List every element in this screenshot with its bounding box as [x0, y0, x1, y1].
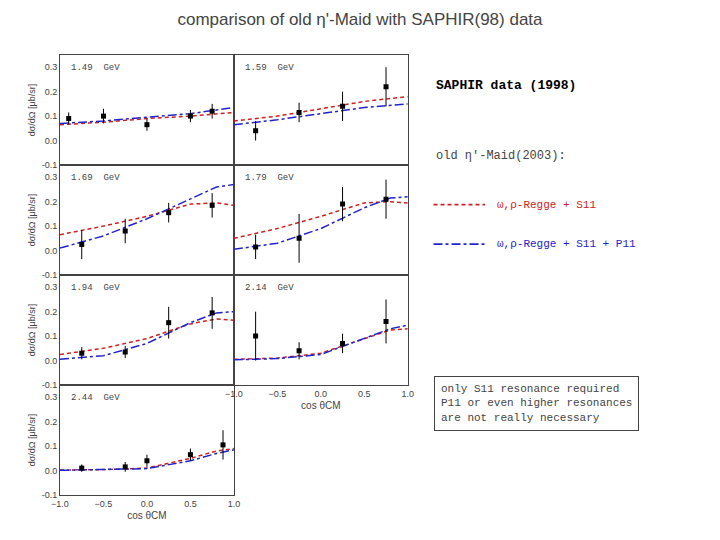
- svg-text:SAPHIR data (1998): SAPHIR data (1998): [436, 78, 576, 93]
- svg-text:ω,ρ-Regge + S11: ω,ρ-Regge + S11: [497, 199, 596, 211]
- svg-text:−1.0: −1.0: [51, 499, 69, 509]
- svg-text:−0.5: −0.5: [268, 389, 286, 399]
- svg-text:1.79 GeV: 1.79 GeV: [245, 173, 294, 183]
- svg-text:1.59 GeV: 1.59 GeV: [245, 63, 294, 73]
- svg-text:1.0: 1.0: [402, 389, 415, 399]
- svg-text:0.2: 0.2: [45, 417, 58, 427]
- svg-text:0.1: 0.1: [45, 111, 58, 121]
- svg-text:0.0: 0.0: [45, 466, 58, 476]
- svg-text:−0.5: −0.5: [95, 499, 113, 509]
- svg-text:0.3: 0.3: [45, 282, 58, 292]
- svg-text:0.2: 0.2: [45, 87, 58, 97]
- svg-text:−1.0: −1.0: [225, 389, 243, 399]
- svg-text:dσ/dΩ [μb/sr]: dσ/dΩ [μb/sr]: [27, 194, 37, 246]
- svg-text:1.49 GeV: 1.49 GeV: [71, 63, 120, 73]
- svg-text:-0.1: -0.1: [42, 270, 58, 280]
- svg-text:0.5: 0.5: [358, 389, 371, 399]
- svg-text:0.3: 0.3: [45, 172, 58, 182]
- svg-text:1.94 GeV: 1.94 GeV: [71, 283, 120, 293]
- svg-text:1.69 GeV: 1.69 GeV: [71, 173, 120, 183]
- svg-text:-0.1: -0.1: [42, 490, 58, 500]
- svg-text:2.14 GeV: 2.14 GeV: [245, 283, 294, 293]
- svg-text:cos θCM: cos θCM: [127, 510, 166, 521]
- svg-text:dσ/dΩ [μb/sr]: dσ/dΩ [μb/sr]: [27, 414, 37, 466]
- svg-text:0.5: 0.5: [184, 499, 197, 509]
- svg-text:2.44 GeV: 2.44 GeV: [71, 393, 120, 403]
- svg-text:comparison of old η'-Maid with: comparison of old η'-Maid with SAPHIR(98…: [177, 10, 543, 29]
- svg-text:0.2: 0.2: [45, 307, 58, 317]
- svg-text:0.1: 0.1: [45, 221, 58, 231]
- svg-text:0.1: 0.1: [45, 331, 58, 341]
- svg-text:old η'-Maid(2003):: old η'-Maid(2003):: [436, 149, 566, 163]
- svg-text:dσ/dΩ [μb/sr]: dσ/dΩ [μb/sr]: [27, 84, 37, 136]
- svg-text:0.1: 0.1: [45, 441, 58, 451]
- svg-text:0.3: 0.3: [45, 392, 58, 402]
- svg-text:-0.1: -0.1: [42, 160, 58, 170]
- svg-text:0.2: 0.2: [45, 197, 58, 207]
- svg-text:0.3: 0.3: [45, 62, 58, 72]
- svg-text:0.0: 0.0: [45, 246, 58, 256]
- svg-text:0.0: 0.0: [141, 499, 154, 509]
- svg-text:0.0: 0.0: [45, 136, 58, 146]
- svg-text:0.0: 0.0: [45, 356, 58, 366]
- svg-text:cos θCM: cos θCM: [301, 400, 340, 411]
- svg-text:1.0: 1.0: [228, 499, 241, 509]
- svg-text:ω,ρ-Regge + S11 + P11: ω,ρ-Regge + S11 + P11: [497, 238, 636, 250]
- svg-text:dσ/dΩ [μb/sr]: dσ/dΩ [μb/sr]: [27, 304, 37, 356]
- svg-text:0.0: 0.0: [315, 389, 328, 399]
- svg-text:-0.1: -0.1: [42, 380, 58, 390]
- svg-text:only S11 resonance requiredP11: only S11 resonance requiredP11 or even h…: [441, 383, 632, 424]
